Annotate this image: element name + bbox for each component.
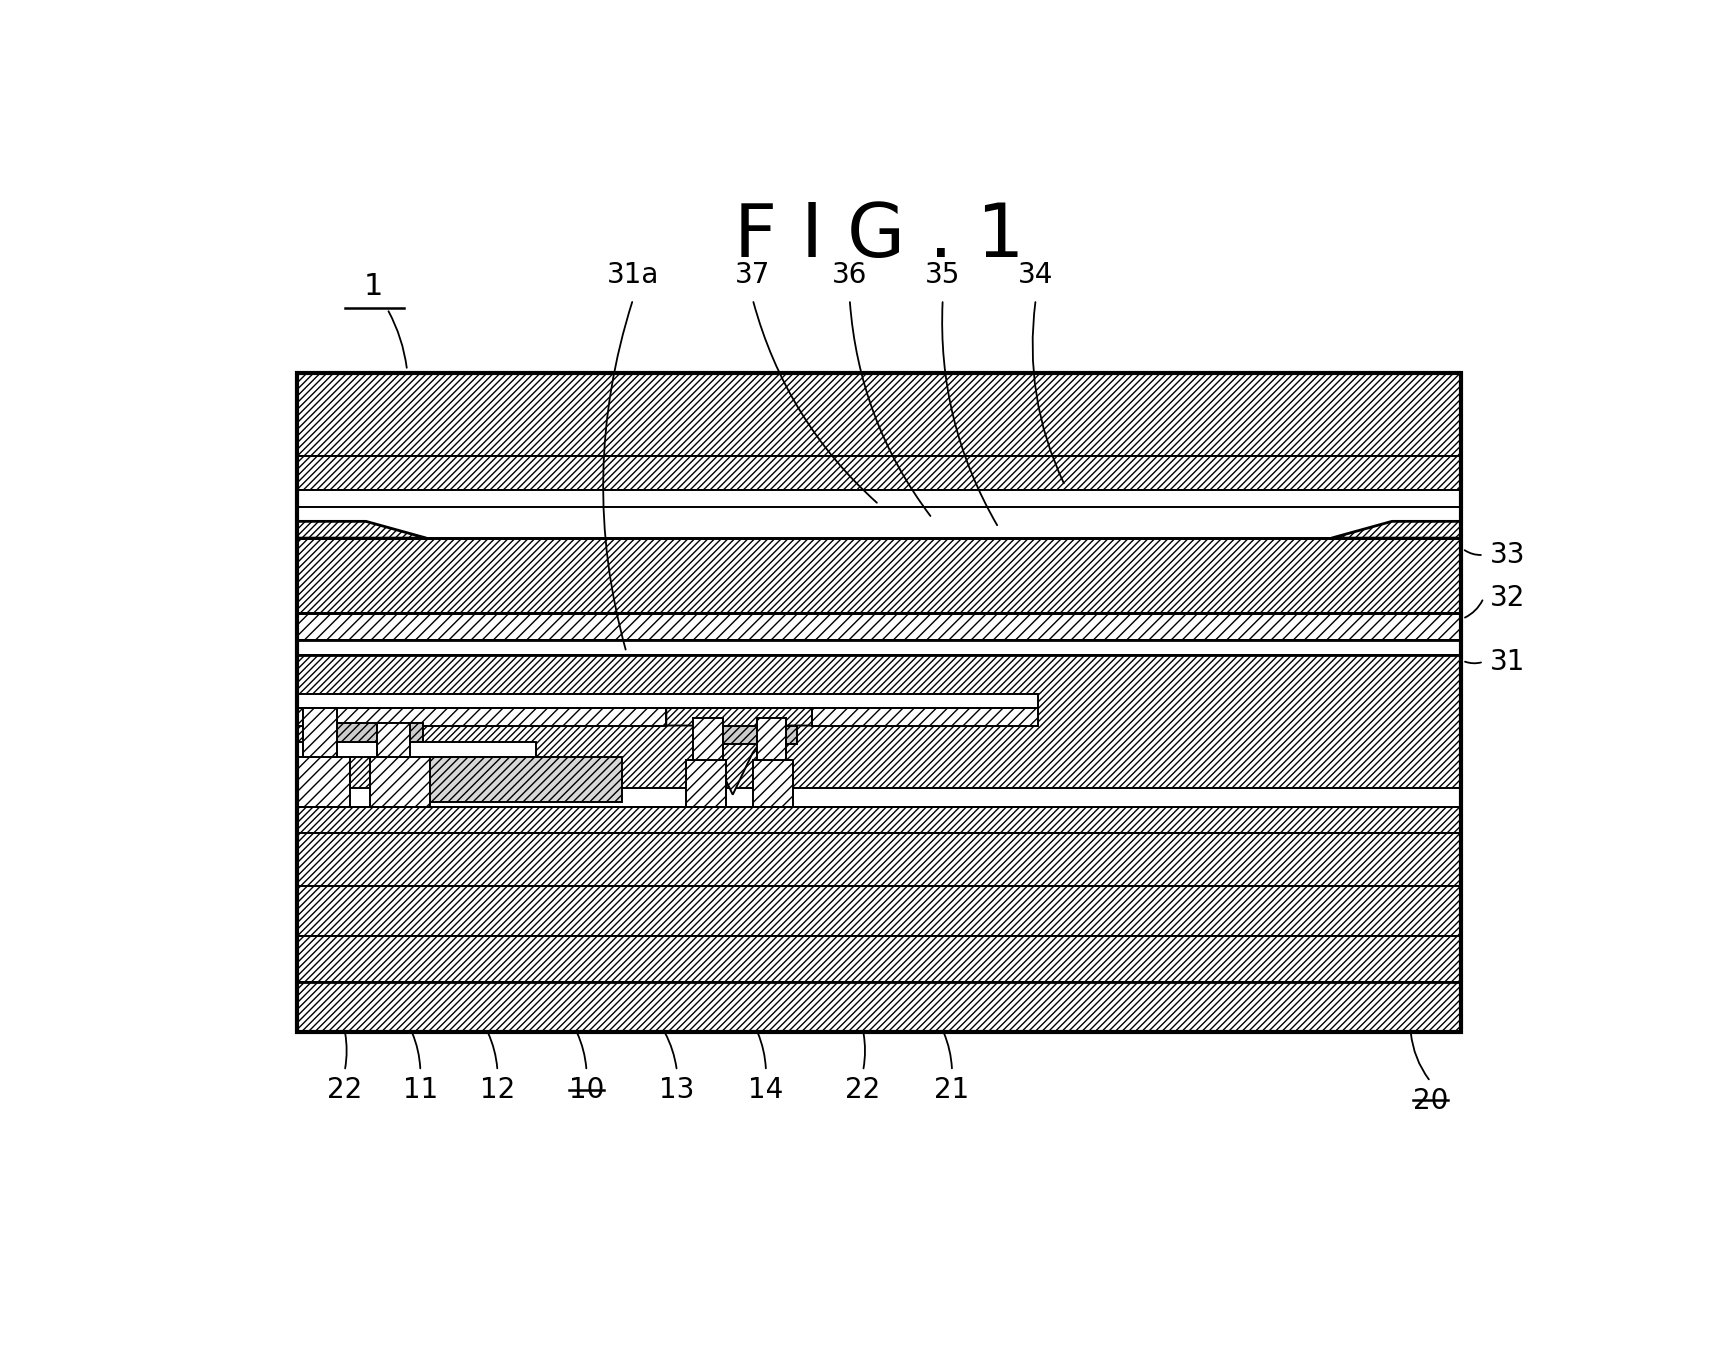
Polygon shape — [1330, 521, 1460, 539]
Polygon shape — [303, 707, 336, 758]
Polygon shape — [297, 490, 1460, 507]
Text: F I G . 1: F I G . 1 — [734, 200, 1023, 273]
Polygon shape — [297, 656, 1460, 808]
Text: 14: 14 — [747, 1076, 783, 1104]
Polygon shape — [692, 718, 723, 760]
Text: 36: 36 — [831, 261, 867, 288]
Polygon shape — [297, 457, 1460, 490]
Polygon shape — [297, 707, 665, 725]
Polygon shape — [297, 834, 1460, 885]
Polygon shape — [297, 639, 1460, 656]
Polygon shape — [297, 789, 1460, 808]
Text: 1: 1 — [363, 272, 384, 302]
Polygon shape — [665, 707, 812, 794]
Polygon shape — [297, 808, 1460, 834]
Text: 10: 10 — [569, 1076, 603, 1104]
Text: 22: 22 — [327, 1076, 362, 1104]
Polygon shape — [377, 724, 410, 758]
Text: 35: 35 — [924, 261, 960, 288]
Polygon shape — [713, 725, 795, 744]
Polygon shape — [297, 373, 1460, 457]
Text: 22: 22 — [845, 1076, 879, 1104]
Polygon shape — [297, 539, 1460, 613]
Polygon shape — [756, 718, 785, 760]
Polygon shape — [297, 982, 1460, 1032]
Polygon shape — [297, 758, 350, 808]
Text: 12: 12 — [480, 1076, 514, 1104]
Text: 32: 32 — [1489, 583, 1525, 612]
Polygon shape — [297, 885, 1460, 936]
Polygon shape — [686, 760, 725, 808]
Text: 21: 21 — [934, 1076, 968, 1104]
Text: 31: 31 — [1489, 647, 1525, 676]
Polygon shape — [297, 936, 1460, 982]
Text: 37: 37 — [735, 261, 770, 288]
Polygon shape — [297, 613, 1460, 639]
Text: 33: 33 — [1489, 541, 1525, 568]
Polygon shape — [297, 694, 1039, 707]
Polygon shape — [423, 758, 622, 802]
Text: 34: 34 — [1018, 261, 1052, 288]
Polygon shape — [752, 760, 792, 808]
Polygon shape — [812, 707, 1039, 725]
Text: 11: 11 — [403, 1076, 437, 1104]
Polygon shape — [370, 758, 430, 808]
Polygon shape — [329, 724, 423, 743]
Polygon shape — [297, 521, 427, 539]
Polygon shape — [297, 743, 536, 758]
Text: 13: 13 — [658, 1076, 694, 1104]
Text: 20: 20 — [1412, 1087, 1447, 1115]
Text: 31a: 31a — [607, 261, 658, 288]
